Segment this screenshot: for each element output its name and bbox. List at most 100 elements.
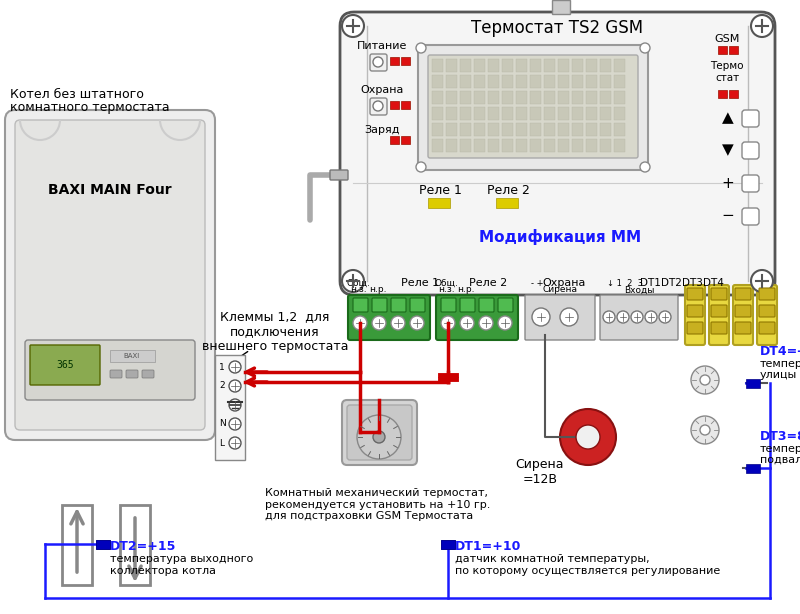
Text: Охрана: Охрана [542,278,586,288]
Bar [552,0,570,14]
Text: температура выходного: температура выходного [110,554,254,564]
FancyBboxPatch shape [126,370,138,378]
Text: Клеммы 1,2  для
подключения
внешнего термостата: Клеммы 1,2 для подключения внешнего терм… [202,310,348,353]
Circle shape [691,416,719,444]
Bar [544,107,555,120]
Circle shape [603,311,615,323]
FancyBboxPatch shape [742,142,759,159]
Text: температура: температура [760,359,800,369]
Bar [544,75,555,88]
Bar [502,91,513,104]
Bar [614,139,625,152]
Text: −: − [722,209,734,223]
Circle shape [498,316,512,330]
Bar [516,139,527,152]
Text: 2: 2 [219,381,225,391]
Circle shape [645,311,657,323]
Bar [432,91,443,104]
Text: DT4=-14: DT4=-14 [760,345,800,358]
Bar [401,101,410,109]
FancyBboxPatch shape [711,322,727,334]
Text: датчик комнатной температуры,: датчик комнатной температуры, [455,554,650,564]
FancyBboxPatch shape [711,305,727,317]
Bar [544,123,555,136]
Text: подвала: подвала [760,455,800,465]
FancyBboxPatch shape [348,295,430,340]
Bar [718,90,727,98]
Text: GSM: GSM [714,34,740,44]
Circle shape [751,15,773,37]
FancyBboxPatch shape [687,305,703,317]
FancyBboxPatch shape [370,54,387,71]
Bar [614,75,625,88]
Bar [390,57,399,65]
FancyBboxPatch shape [733,285,753,345]
Text: по которому осуществляется регулирование: по которому осуществляется регулирование [455,566,720,576]
Bar [488,139,499,152]
Text: н.р.: н.р. [458,286,474,295]
Circle shape [229,361,241,373]
Bar [432,75,443,88]
FancyBboxPatch shape [759,322,775,334]
Bar [600,75,611,88]
Text: DT3: DT3 [682,278,702,288]
Bar [215,355,245,460]
Text: Реле 2: Реле 2 [486,184,530,196]
Bar [746,464,760,473]
Bar [441,540,455,549]
Text: 1: 1 [219,362,225,371]
Bar [544,139,555,152]
FancyBboxPatch shape [391,298,406,312]
FancyBboxPatch shape [735,322,751,334]
Bar [474,91,485,104]
Text: Реле 2: Реле 2 [469,278,507,288]
FancyBboxPatch shape [370,98,387,115]
FancyBboxPatch shape [687,288,703,300]
Bar [401,136,410,144]
Bar [600,123,611,136]
Bar [474,139,485,152]
Circle shape [532,308,550,326]
Bar [544,91,555,104]
Bar [558,107,569,120]
FancyBboxPatch shape [685,285,705,345]
Bar [530,139,541,152]
Text: улицы: улицы [760,370,798,380]
Text: 365: 365 [56,360,74,370]
Bar [530,123,541,136]
Bar [460,75,471,88]
FancyBboxPatch shape [742,175,759,192]
Bar [488,107,499,120]
FancyBboxPatch shape [330,170,348,180]
Bar [586,123,597,136]
Bar [488,59,499,72]
Text: ↓ 1  2  3: ↓ 1 2 3 [607,279,643,287]
Text: DT2: DT2 [661,278,682,288]
Bar [502,107,513,120]
Text: ▲: ▲ [722,111,734,125]
FancyBboxPatch shape [479,298,494,312]
FancyBboxPatch shape [742,110,759,127]
Bar [488,75,499,88]
Bar [746,379,760,388]
Circle shape [460,316,474,330]
Bar [62,505,92,585]
Bar [530,107,541,120]
Circle shape [229,399,241,411]
Bar [460,91,471,104]
Circle shape [229,437,241,449]
Text: Заряд: Заряд [364,125,400,135]
Text: н.р.: н.р. [370,286,386,295]
FancyBboxPatch shape [600,295,678,340]
Bar [96,540,110,549]
Text: +: + [722,176,734,190]
FancyBboxPatch shape [110,370,122,378]
Text: DT1=+10: DT1=+10 [455,540,522,553]
Bar [474,75,485,88]
Circle shape [229,418,241,430]
Circle shape [342,15,364,37]
FancyBboxPatch shape [687,322,703,334]
FancyBboxPatch shape [418,45,648,170]
FancyBboxPatch shape [525,295,595,340]
Bar [516,75,527,88]
